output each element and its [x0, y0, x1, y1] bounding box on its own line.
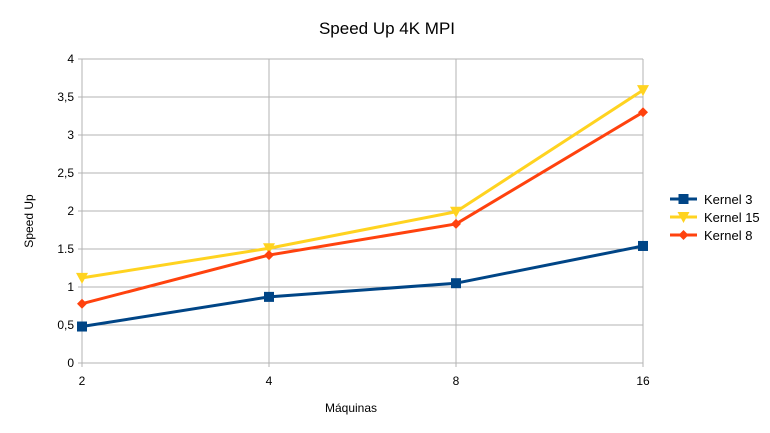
y-tick-label: 0,5 [57, 318, 74, 332]
series-kernel-15 [76, 85, 649, 284]
data-point [451, 278, 461, 289]
data-point [76, 272, 88, 284]
legend-marker [678, 194, 689, 204]
legend-label: Kernel 15 [704, 210, 760, 225]
x-tick-label: 16 [636, 374, 650, 388]
legend-item: Kernel 8 [670, 228, 752, 243]
y-tick-label: 1.5 [57, 242, 74, 256]
gridlines [81, 58, 644, 364]
y-tick-label: 1 [67, 280, 74, 294]
y-tick-label: 4 [67, 52, 74, 66]
legend-label: Kernel 8 [704, 228, 752, 243]
data-point [264, 291, 274, 302]
series-kernel-8 [77, 107, 648, 309]
legend-marker [677, 212, 690, 223]
x-tick-labels: 2 4 8 16 [79, 374, 650, 388]
chart-title: Speed Up 4K MPI [319, 19, 455, 38]
series-kernel-3 [77, 240, 648, 332]
data-point [450, 206, 462, 218]
data-point [638, 240, 648, 251]
data-point [638, 107, 648, 118]
y-tick-label: 2,5 [57, 166, 74, 180]
data-point [637, 85, 649, 97]
legend-item: Kernel 3 [670, 192, 752, 207]
legend-marker [678, 230, 689, 240]
data-point [263, 243, 275, 255]
data-point [77, 298, 87, 309]
legend-label: Kernel 3 [704, 192, 752, 207]
x-tick-label: 2 [79, 374, 86, 388]
y-tick-label: 2 [67, 204, 74, 218]
legend-item: Kernel 15 [670, 210, 760, 225]
x-tick-label: 8 [453, 374, 460, 388]
series-line [81, 244, 644, 329]
x-axis-label: Máquinas [325, 401, 377, 415]
y-tick-label: 0 [67, 356, 74, 370]
y-axis-label: Speed Up [22, 194, 36, 248]
data-point [77, 321, 87, 332]
series-line [81, 110, 644, 306]
y-tick-labels: 0 0,5 1 1.5 2 2,5 3 3,5 4 [57, 52, 74, 370]
x-tick-label: 4 [266, 374, 273, 388]
data-point [264, 250, 274, 261]
data-point [451, 218, 461, 229]
series-group [76, 85, 649, 332]
legend: Kernel 3 Kernel 15 Kernel 8 [670, 192, 760, 243]
y-tick-label: 3 [67, 128, 74, 142]
series-line [81, 88, 644, 280]
axes [78, 58, 644, 367]
y-tick-label: 3,5 [57, 90, 74, 104]
